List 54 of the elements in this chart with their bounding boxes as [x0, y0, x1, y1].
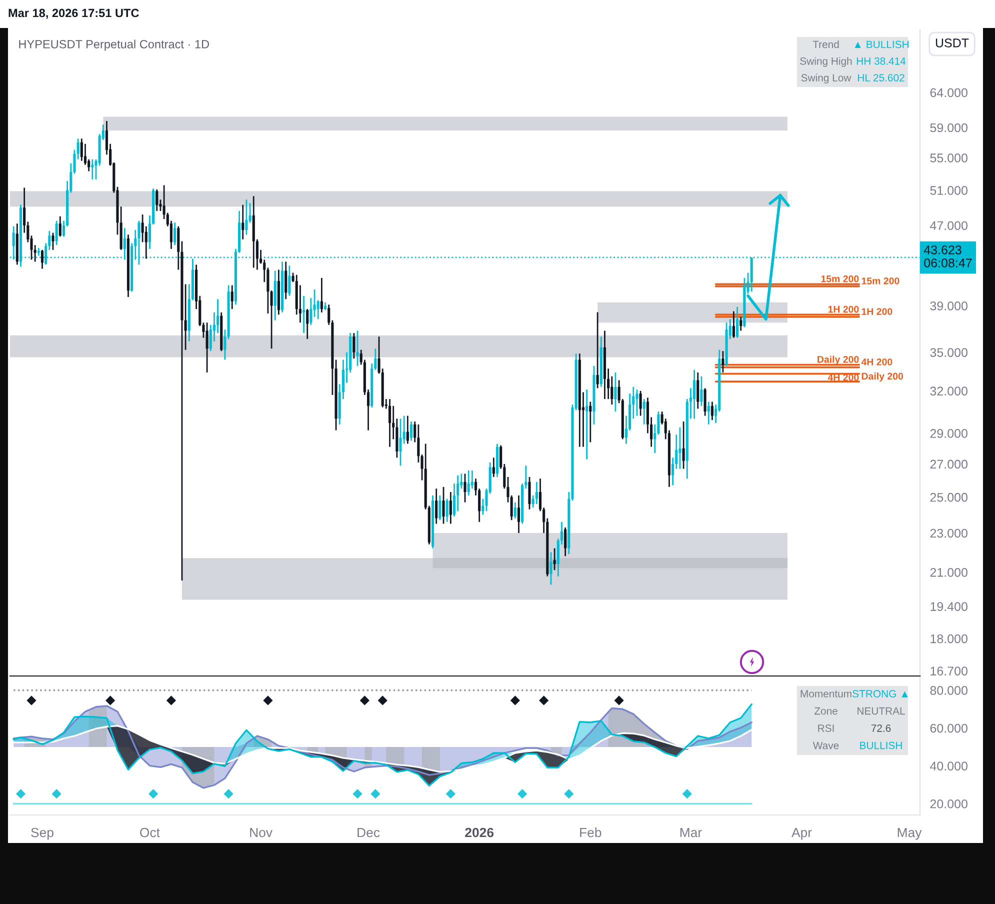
text: USDT [936, 38, 969, 48]
annotation: Wave [812, 742, 839, 750]
y-tick-label: 59.000 [930, 123, 968, 132]
y-tick-label: 64.000 [930, 88, 968, 98]
y-tick-label: 20.000 [930, 799, 968, 808]
y-tick-label: 32.000 [930, 386, 968, 396]
y-tick-label: 19.400 [930, 602, 968, 611]
annotation: Swing Low [801, 74, 852, 84]
annotation: Momentum [800, 690, 852, 698]
y-tick-label: 39.000 [930, 302, 968, 310]
annotation: BULLISH [860, 742, 902, 750]
x-tick-label: May [898, 828, 922, 840]
annotation: RSI [818, 724, 834, 732]
annotation: Swing High [800, 57, 852, 67]
y-tick-label: 25.000 [930, 492, 968, 502]
y-tick-label: 18.000 [930, 634, 968, 644]
y-tick-label: 55.000 [930, 154, 968, 162]
y-tick-label: 47.000 [930, 221, 968, 230]
x-tick-label: Sep [31, 828, 54, 840]
y-tick-label: 29.000 [930, 429, 968, 438]
y-tick-label: 80.000 [930, 686, 968, 695]
y-tick-label: 51.000 [930, 186, 968, 195]
series-label: Daily 200 [818, 356, 859, 365]
ref-line-label: 43.623 06:08:47 [924, 245, 972, 268]
x-tick-label: Apr [792, 828, 812, 840]
x-tick-label: Dec [358, 828, 380, 838]
x-tick-label: Oct [140, 828, 160, 838]
annotation: STRONG ▲ [852, 690, 908, 698]
annotation: NEUTRAL [858, 707, 905, 715]
series-label: 15m 200 [821, 275, 859, 282]
annotation: HH 38.414 [856, 57, 906, 65]
y-tick-label: 21.000 [930, 568, 968, 577]
series-label: 4H 200 [861, 358, 892, 366]
text: HYPEUSDT Perpetual Contract · 1D [19, 40, 209, 51]
y-tick-label: 16.700 [930, 666, 968, 676]
annotation: 72.6 [871, 724, 891, 732]
series-label: Daily 200 [862, 372, 904, 382]
y-tick-label: 40.000 [930, 762, 968, 770]
x-tick-label: Mar [680, 828, 702, 838]
x-tick-label: Nov [250, 828, 272, 838]
annotation: Zone [814, 707, 838, 715]
y-tick-label: 27.000 [930, 460, 968, 469]
series-label: 1H 200 [862, 308, 892, 315]
annotation: HL 25.602 [858, 74, 904, 82]
text: Mar 18, 2026 17:51 UTC [8, 8, 139, 19]
y-tick-label: 23.000 [930, 528, 968, 538]
y-tick-label: 60.000 [930, 724, 968, 733]
y-tick-label: 35.000 [930, 348, 968, 357]
series-label: 15m 200 [862, 277, 900, 284]
x-tick-label: Feb [580, 828, 602, 838]
series-label: 1H 200 [828, 306, 859, 313]
annotation: Trend [812, 40, 839, 48]
x-tick-label: 2026 [465, 828, 494, 838]
annotation: ▲ BULLISH [854, 40, 908, 48]
